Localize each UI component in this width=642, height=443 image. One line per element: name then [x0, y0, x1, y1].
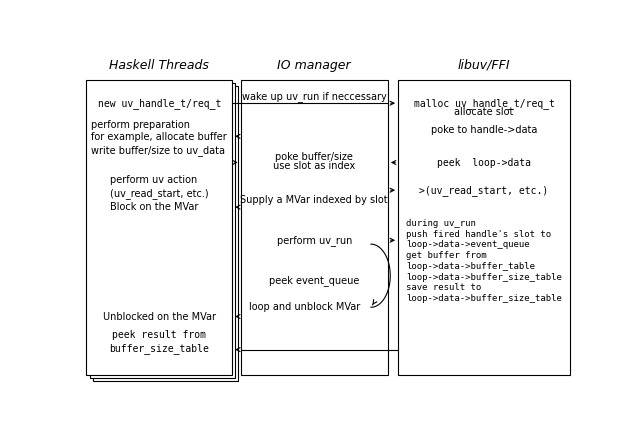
Polygon shape: [89, 83, 235, 378]
Text: allocate slot: allocate slot: [455, 108, 514, 117]
Text: Haskell Threads: Haskell Threads: [109, 59, 209, 72]
Text: perform uv action
(uv_read_start, etc.)
Block on the MVar: perform uv action (uv_read_start, etc.) …: [110, 175, 209, 212]
Text: peek event_queue: peek event_queue: [269, 275, 360, 286]
Text: >(uv_read_start, etc.): >(uv_read_start, etc.): [419, 185, 549, 196]
Text: poke to handle->data: poke to handle->data: [431, 125, 537, 135]
Text: loop and unblock MVar: loop and unblock MVar: [249, 302, 361, 312]
Text: during uv_run
push fired handle's slot to
loop->data->event_queue
get buffer fro: during uv_run push fired handle's slot t…: [406, 219, 562, 303]
Text: peek result from
buffer_size_table: peek result from buffer_size_table: [109, 330, 209, 354]
Text: new uv_handle_t/req_t: new uv_handle_t/req_t: [98, 98, 221, 109]
Text: libuv/FFI: libuv/FFI: [458, 59, 510, 72]
Text: Supply a MVar indexed by slot: Supply a MVar indexed by slot: [241, 195, 388, 205]
Text: perform uv_run: perform uv_run: [277, 235, 352, 246]
Text: perform preparation
for example, allocate buffer
write buffer/size to uv_data: perform preparation for example, allocat…: [91, 120, 227, 156]
Polygon shape: [398, 80, 570, 375]
Text: use slot as index: use slot as index: [273, 161, 356, 171]
Polygon shape: [241, 80, 388, 375]
Polygon shape: [92, 86, 238, 381]
Text: IO manager: IO manager: [277, 59, 351, 72]
Polygon shape: [87, 80, 232, 375]
Text: poke buffer/size: poke buffer/size: [275, 152, 353, 162]
Text: malloc uv_handle_t/req_t: malloc uv_handle_t/req_t: [413, 98, 555, 109]
Text: Unblocked on the MVar: Unblocked on the MVar: [103, 311, 216, 322]
Text: peek  loop->data: peek loop->data: [437, 158, 531, 167]
Text: wake up uv_run if neccessary: wake up uv_run if neccessary: [242, 91, 386, 102]
